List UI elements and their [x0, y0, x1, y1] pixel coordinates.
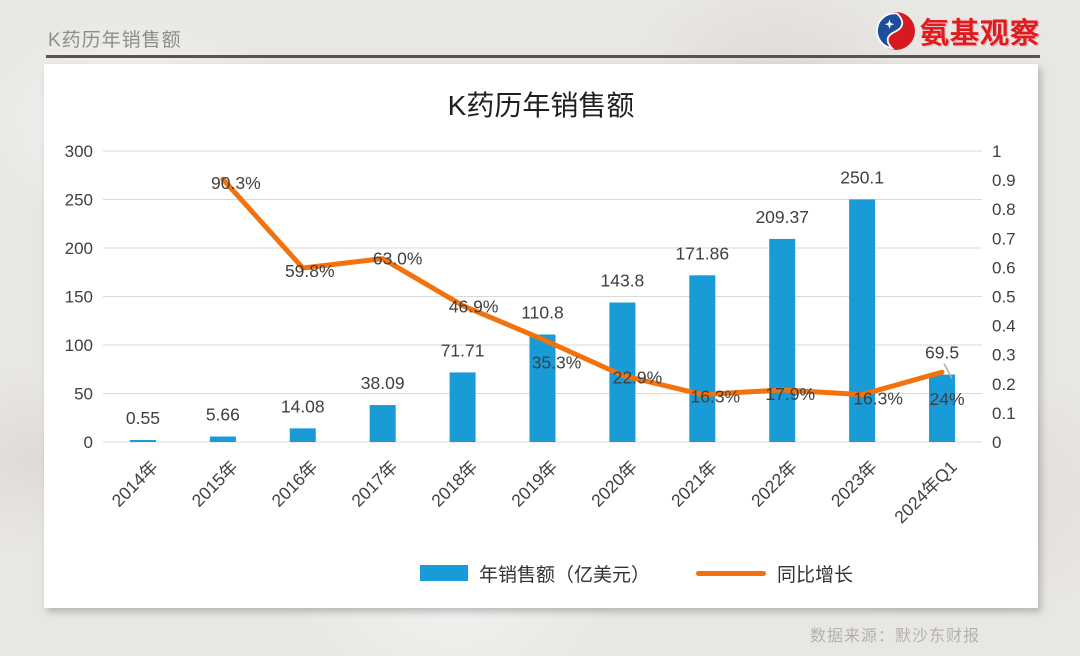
bar-2019年 — [529, 334, 556, 442]
growth-line — [220, 176, 945, 398]
growth-value-label: 17.9% — [765, 384, 815, 404]
right-axis-tick-label: 0.9 — [992, 171, 1016, 190]
left-axis-tick-label: 250 — [65, 191, 93, 210]
bar-2016年 — [289, 428, 316, 442]
growth-value-label: 16.3% — [691, 387, 741, 407]
growth-value-label: 90.3% — [211, 173, 261, 193]
x-axis-label: 2015年 — [188, 457, 242, 511]
bar-2021年 — [689, 275, 716, 442]
bar-2024年Q1 — [929, 374, 956, 442]
bar-value-label: 110.8 — [521, 303, 564, 323]
right-axis-tick-label: 0.5 — [992, 288, 1016, 307]
bar-value-label: 69.5 — [925, 343, 959, 363]
left-axis-tick-label: 0 — [84, 433, 93, 452]
legend-label-sales: 年销售额（亿美元） — [479, 564, 651, 586]
bar-value-label: 171.86 — [676, 243, 730, 263]
left-axis-tick-label: 150 — [65, 288, 93, 307]
header-divider — [46, 55, 1040, 58]
growth-value-label: 63.0% — [373, 249, 423, 269]
left-axis-tick-label: 200 — [65, 239, 93, 258]
right-axis-tick-label: 1 — [992, 142, 1001, 161]
chart-plot-svg: 0 50 100 150 200 250 300 0 0.1 0.2 0.3 0.4 0.5 0.6 0.7… — [65, 142, 1016, 528]
x-axis-label: 2017年 — [347, 457, 401, 511]
right-axis-tick-label: 0.4 — [992, 317, 1016, 336]
right-axis-tick-label: 0.7 — [992, 229, 1016, 248]
bar-2017年 — [369, 405, 396, 442]
right-axis-tick-label: 0.2 — [992, 375, 1016, 394]
bar-value-label: 14.08 — [281, 396, 325, 416]
label-leader-line — [943, 363, 953, 379]
x-axis-label: 2024年Q1 — [890, 457, 961, 528]
brand-name: 氨基观察 — [919, 18, 1040, 50]
right-axis-tick-label: 0.8 — [992, 200, 1016, 219]
bar-2023年 — [849, 199, 876, 442]
bar-value-label: 209.37 — [755, 207, 809, 227]
legend-label-growth: 同比增长 — [777, 564, 854, 586]
x-axis-label: 2020年 — [587, 457, 641, 511]
left-axis-tick-label: 100 — [65, 336, 93, 355]
brand-logo: 氨基观察 — [876, 10, 1040, 52]
x-axis-label: 2014年 — [108, 457, 162, 511]
bar-value-label: 38.09 — [361, 373, 405, 393]
growth-value-label: 24% — [930, 389, 965, 409]
legend-line-swatch — [696, 570, 767, 576]
growth-value-label: 35.3% — [532, 352, 582, 372]
bar-2014年 — [129, 440, 156, 442]
chart-legend: 年销售额（亿美元） 同比增长 — [420, 563, 853, 586]
bar-value-label: 0.55 — [126, 408, 160, 428]
legend-bar-swatch — [420, 565, 468, 581]
bar-value-label: 143.8 — [601, 271, 645, 291]
x-axis-label: 2019年 — [507, 457, 561, 511]
chart-card: K药历年销售额 0 50 100 150 200 250 300 0 0.1 0.2 0.3 0.4 0… — [44, 64, 1038, 608]
growth-value-label: 22.9% — [613, 367, 663, 387]
x-axis-label: 2016年 — [268, 457, 322, 511]
right-axis-tick-label: 0.6 — [992, 258, 1016, 277]
bar-value-label: 5.66 — [206, 405, 240, 425]
growth-value-label: 16.3% — [853, 389, 903, 409]
right-axis-tick-label: 0.3 — [992, 346, 1016, 365]
page-header-title: K药历年销售额 — [48, 30, 182, 51]
bar-2018年 — [449, 372, 476, 442]
x-axis-label: 2023年 — [827, 457, 881, 511]
chart-title: K药历年销售额 — [447, 90, 635, 121]
bar-2022年 — [769, 238, 796, 442]
x-axis-label: 2018年 — [427, 457, 481, 511]
right-axis-tick-label: 0.1 — [992, 404, 1016, 423]
growth-value-label: 59.8% — [285, 261, 335, 281]
bar-2015年 — [209, 436, 236, 442]
bar-value-label: 71.71 — [441, 340, 485, 360]
data-source-note: 数据来源：默沙东财报 — [809, 628, 980, 645]
right-axis-tick-label: 0 — [992, 433, 1001, 452]
brand-swirl-globe-icon — [876, 11, 916, 51]
x-axis-label: 2022年 — [747, 457, 801, 511]
x-axis-label: 2021年 — [667, 457, 721, 511]
bar-value-label: 250.1 — [840, 167, 884, 187]
left-axis-tick-label: 300 — [65, 142, 93, 161]
left-axis-tick-label: 50 — [74, 385, 93, 404]
sales-growth-chart: 0 50 100 150 200 250 300 0 0.1 0.2 0.3 0.4 0.5 0.6 0.7… — [44, 64, 1038, 539]
growth-value-label: 46.9% — [449, 297, 499, 317]
